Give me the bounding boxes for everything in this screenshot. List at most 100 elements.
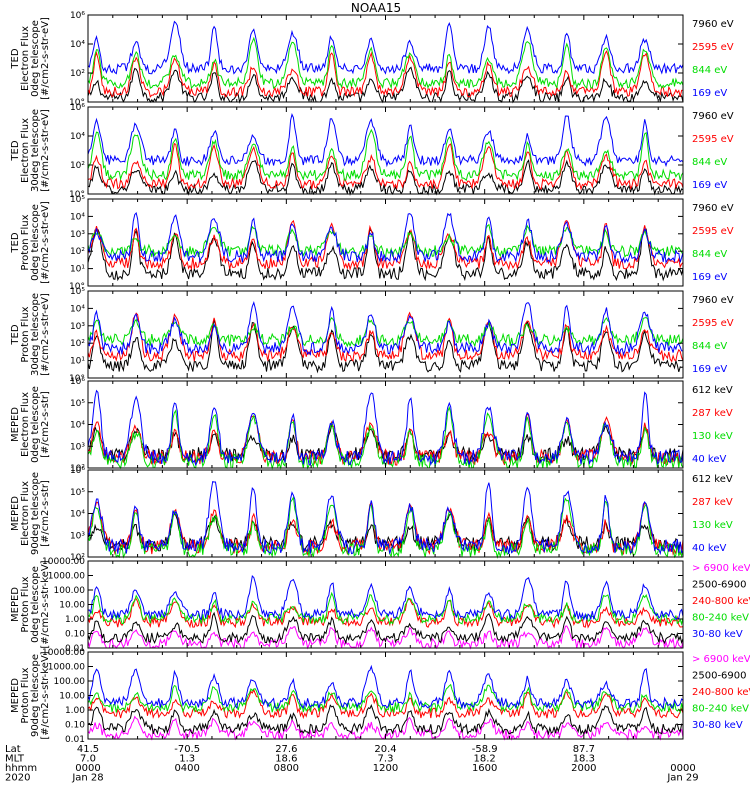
y-axis-label-line: TED bbox=[10, 324, 21, 345]
y-tick-label: 1000.00 bbox=[48, 572, 85, 582]
y-axis-label-line: MEPED bbox=[10, 587, 21, 622]
footer-cell: 1200 bbox=[373, 763, 398, 774]
legend-entry: > 6900 keV bbox=[692, 563, 750, 574]
footer-cell: 0800 bbox=[274, 763, 299, 774]
y-axis-label: MEPEDElectron Flux90deg telescope[#/cm2-… bbox=[10, 472, 51, 555]
legend-entry: 7960 eV bbox=[692, 295, 734, 306]
footer-cell: 0000 bbox=[75, 763, 100, 774]
y-axis-label-line: [#/cm2-s-str-eV] bbox=[40, 201, 51, 284]
y-tick-label: 10° bbox=[69, 374, 85, 384]
panel-5: 10² 10³ 10⁴ 10⁵ 10⁶ MEPEDElectron Flux0deg te… bbox=[10, 377, 733, 474]
y-axis-label: TEDElectron Flux30deg telescope[#/cm2-s-… bbox=[10, 109, 51, 192]
legend-entry: 2500-6900 bbox=[692, 671, 747, 682]
series-line-1-2 bbox=[87, 50, 684, 98]
series-line-1-3 bbox=[87, 36, 684, 90]
panel-4: 10° 10¹ 10² 10³ 10⁴ 10⁵ TEDProton Flux30deg te… bbox=[10, 287, 734, 384]
footer-cell: Jan 29 bbox=[666, 773, 698, 784]
y-tick-label: 0.10 bbox=[65, 630, 85, 640]
legend-entry: 240-800 keV bbox=[692, 596, 750, 607]
footer-cell: 2000 bbox=[571, 763, 596, 774]
y-axis-label-line: 0deg telescope bbox=[30, 204, 41, 281]
y-tick-label: 10⁴ bbox=[70, 304, 85, 314]
legend-entry: 844 eV bbox=[692, 249, 727, 260]
legend-entry: 169 eV bbox=[692, 272, 727, 283]
footer-cell: 1600 bbox=[472, 763, 497, 774]
y-tick-label: 10000.00 bbox=[42, 648, 85, 658]
legend-entry: 80-240 keV bbox=[692, 704, 749, 715]
legend-entry: 169 eV bbox=[692, 180, 727, 191]
y-tick-label: 10° bbox=[69, 190, 85, 200]
legend-entry: 2595 eV bbox=[692, 134, 734, 145]
footer-cell: 18.6 bbox=[275, 754, 297, 765]
footer-row-label: hhmm bbox=[5, 763, 37, 774]
y-tick-label: 10² bbox=[70, 553, 85, 563]
legend-entry: 130 keV bbox=[692, 431, 733, 442]
y-tick-label: 10³ bbox=[70, 531, 85, 541]
y-tick-label: 10² bbox=[70, 464, 85, 474]
y-tick-label: 1.00 bbox=[65, 706, 85, 716]
y-axis-label-line: Electron Flux bbox=[20, 481, 31, 546]
y-tick-label: 0.01 bbox=[65, 644, 85, 654]
series-line-8-2 bbox=[87, 704, 684, 736]
legend-entry: 7960 eV bbox=[692, 203, 734, 214]
footer-row-label: 2020 bbox=[5, 773, 30, 784]
series-line-8-4 bbox=[87, 683, 684, 714]
series-line-4-3 bbox=[87, 316, 684, 348]
footer-row-label: Lat bbox=[5, 744, 21, 755]
footer-cell: -70.5 bbox=[174, 744, 200, 755]
series-line-3-1 bbox=[87, 228, 684, 282]
series-line-7-4 bbox=[87, 591, 684, 626]
y-tick-label: 10² bbox=[70, 69, 85, 79]
panel-2: 10° 10² 10⁴ 10⁶ TEDElectron Flux30deg telesc… bbox=[10, 103, 734, 200]
y-tick-label: 10.00 bbox=[59, 692, 85, 702]
legend-entry: 169 eV bbox=[692, 88, 727, 99]
panel-7: 0.010.101.0010.00100.001000.0010000.00ME… bbox=[10, 557, 750, 654]
y-tick-label: 10³ bbox=[70, 442, 85, 452]
y-tick-label: 10¹ bbox=[70, 357, 85, 367]
y-axis-label-line: TED bbox=[10, 140, 21, 161]
y-tick-label: 10° bbox=[69, 98, 85, 108]
y-axis-label-line: Electron Flux bbox=[20, 392, 31, 457]
footer-cell: 18.3 bbox=[573, 754, 595, 765]
legend-entry: 240-800 keV bbox=[692, 687, 750, 698]
chart-title: NOAA15 bbox=[351, 1, 401, 15]
y-axis-label-line: 0deg telescope bbox=[30, 566, 41, 643]
y-axis-label-line: [#/cm2-s-str] bbox=[40, 391, 51, 458]
footer-cell: 7.0 bbox=[80, 754, 96, 765]
y-tick-label: 10⁵ bbox=[70, 399, 85, 409]
legend-entry: 844 eV bbox=[692, 341, 727, 352]
y-axis-label-line: 0deg telescope bbox=[30, 20, 41, 97]
y-tick-label: 10⁶ bbox=[70, 103, 85, 113]
panel-6: 10² 10³ 10⁴ 10⁵ 10⁶ MEPEDElectron Flux90deg t… bbox=[10, 466, 733, 563]
y-tick-label: 10⁴ bbox=[70, 421, 85, 431]
series-line-7-2 bbox=[87, 611, 684, 645]
y-axis-label: TEDProton Flux30deg telescope[#/cm2-s-st… bbox=[10, 293, 51, 376]
footer-cell: -58.9 bbox=[472, 744, 498, 755]
y-tick-label: 100.00 bbox=[54, 586, 86, 596]
legend-entry: 287 keV bbox=[692, 497, 733, 508]
series-line-4-4 bbox=[87, 300, 684, 357]
y-axis-label-line: 90deg telescope bbox=[30, 654, 41, 737]
y-tick-label: 10° bbox=[69, 282, 85, 292]
series-line-2-4 bbox=[87, 112, 684, 168]
y-tick-label: 10⁶ bbox=[70, 377, 85, 387]
y-tick-label: 0.10 bbox=[65, 721, 85, 731]
footer-cell: 20.4 bbox=[374, 744, 396, 755]
series-line-7-5 bbox=[87, 574, 684, 622]
y-tick-label: 100.00 bbox=[54, 677, 86, 687]
legend-entry: 612 keV bbox=[692, 385, 733, 396]
y-axis-label-line: [#/cm2-s-str-eV] bbox=[40, 293, 51, 376]
legend-entry: 2595 eV bbox=[692, 226, 734, 237]
legend-entry: 2500-6900 bbox=[692, 580, 747, 591]
y-axis-label: TEDElectron Flux0deg telescope[#/cm2-s-s… bbox=[10, 17, 51, 100]
y-tick-label: 10² bbox=[70, 247, 85, 257]
legend-entry: 2595 eV bbox=[692, 42, 734, 53]
legend-entry: 844 eV bbox=[692, 65, 727, 76]
y-axis-label-line: 90deg telescope bbox=[30, 472, 41, 555]
legend-entry: 30-80 keV bbox=[692, 720, 743, 731]
footer-cell: 0400 bbox=[174, 763, 199, 774]
y-axis-label-line: Proton Flux bbox=[20, 214, 31, 270]
y-tick-label: 10³ bbox=[70, 230, 85, 240]
y-axis-label-line: 30deg telescope bbox=[30, 293, 41, 376]
